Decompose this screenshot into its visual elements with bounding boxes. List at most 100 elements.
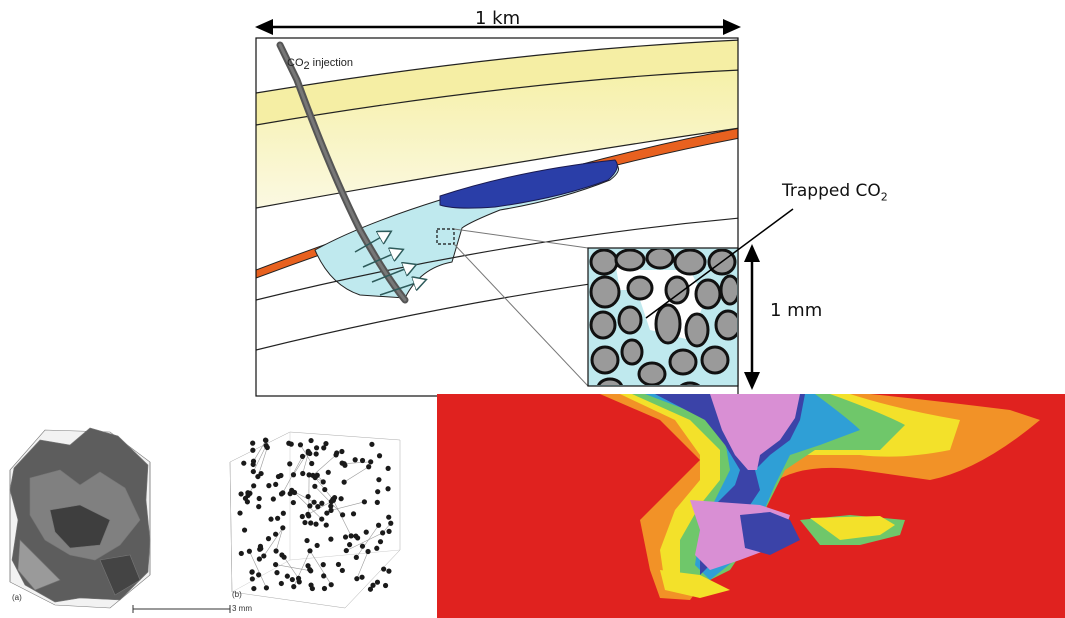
pore-node — [374, 579, 381, 585]
pore-node — [366, 464, 372, 470]
pore-node — [299, 453, 306, 459]
pore-node — [280, 525, 286, 531]
pore-node — [305, 511, 311, 517]
pore-node — [280, 490, 286, 496]
pore-node — [256, 556, 262, 562]
pore-node — [288, 441, 294, 447]
pore-node — [256, 495, 262, 502]
pore-node — [275, 515, 281, 521]
pore-node — [250, 447, 256, 453]
pore-throat — [263, 527, 284, 557]
pore-node — [241, 527, 248, 533]
pore-throat — [346, 532, 383, 551]
pore-node — [290, 472, 297, 478]
pore-node — [251, 585, 257, 592]
pore-node — [270, 496, 276, 502]
pore-node — [319, 516, 325, 522]
pore-node — [320, 479, 326, 485]
pore-node — [263, 437, 269, 444]
pore-node — [278, 580, 284, 587]
pore-node — [338, 496, 344, 502]
pore-node — [348, 533, 354, 539]
pore-node — [382, 582, 389, 589]
pore-node — [370, 582, 376, 588]
pore-node — [251, 483, 257, 489]
dense-co2-lens — [439, 159, 618, 209]
pore-node — [250, 458, 257, 464]
pore-node — [287, 461, 293, 467]
pore-node — [246, 548, 252, 554]
pore-node — [324, 510, 330, 516]
pore-node — [376, 453, 383, 459]
pore-node — [321, 445, 327, 451]
pore-node — [354, 576, 360, 582]
pore-node — [339, 448, 345, 455]
pore-node — [297, 442, 304, 448]
pore-node — [346, 542, 353, 548]
pore-node — [353, 533, 359, 539]
pore-node — [273, 548, 279, 554]
co2-injection-label: CO2 injection — [287, 57, 354, 73]
pore-throat — [332, 499, 352, 537]
pore-node — [376, 477, 382, 483]
pore-throat — [249, 551, 267, 588]
pore-node — [307, 503, 313, 509]
pore-node — [304, 537, 310, 544]
pore-throat — [344, 461, 371, 464]
pore-throat — [356, 551, 369, 579]
pore-node — [386, 568, 392, 574]
pore-node — [385, 486, 391, 492]
simulation-panel — [437, 394, 1065, 618]
panel-b-label: (b) — [232, 590, 242, 599]
pore-node — [245, 490, 251, 496]
pore-node — [363, 529, 369, 535]
pore-node — [321, 585, 328, 592]
pore-node — [322, 486, 328, 493]
pore-node — [315, 504, 321, 510]
micro-ct-rock — [9, 427, 151, 609]
pore-throat — [253, 440, 267, 462]
pore-node — [312, 483, 318, 489]
pore-node — [258, 470, 264, 477]
pore-node — [263, 443, 269, 449]
pore-node — [237, 510, 243, 516]
pore-node — [314, 542, 320, 549]
pore-node — [359, 457, 366, 464]
pore-node — [386, 514, 392, 520]
pore-throat — [275, 527, 284, 552]
pore-node — [328, 503, 334, 509]
panel-a-label: (a) — [12, 593, 22, 602]
injection-arrow — [354, 232, 390, 253]
pore-node — [385, 465, 391, 471]
pore-node — [299, 513, 305, 520]
pore-node — [369, 441, 375, 447]
pore-node — [388, 520, 394, 526]
pore-node — [350, 511, 357, 517]
pore-throat — [309, 550, 332, 585]
pore-node — [309, 460, 315, 467]
pore-node — [352, 457, 358, 463]
pore-node — [311, 499, 317, 505]
yellow-layer-upper — [256, 40, 738, 125]
pore-node — [359, 574, 365, 580]
pore-node — [313, 451, 319, 457]
pore-node — [307, 566, 313, 573]
pore-node — [275, 473, 282, 480]
pore-throat — [356, 525, 379, 558]
km-scale-label: 1 km — [475, 8, 521, 29]
pore-node — [328, 536, 334, 542]
pore-node — [273, 531, 279, 537]
pore-node — [343, 547, 349, 554]
pore-node — [308, 520, 314, 526]
pore-node — [335, 561, 342, 568]
pore-node — [242, 495, 249, 501]
pore-node — [328, 507, 334, 513]
scalebar-label: 3 mm — [232, 604, 252, 613]
pore-node — [265, 536, 272, 542]
pore-node — [273, 561, 279, 568]
pore-throat — [312, 454, 337, 476]
pore-node — [307, 548, 313, 554]
pore-node — [323, 522, 329, 528]
pore-throat — [283, 557, 299, 579]
pore-node — [386, 528, 392, 534]
